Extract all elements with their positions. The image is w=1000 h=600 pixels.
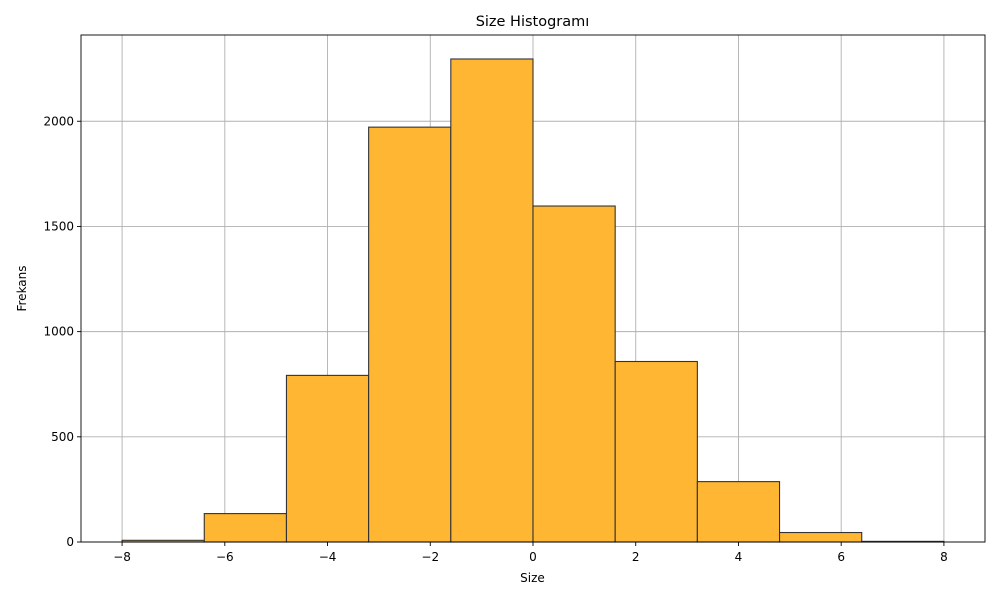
histogram-bar (778, 531, 863, 543)
x-tick-label: 0 (529, 550, 537, 564)
x-axis-ticks: −8 −6 −4 −2 0 2 4 6 8 (113, 542, 948, 564)
x-tick-label: 6 (837, 550, 845, 564)
x-tick-label: 2 (632, 550, 640, 564)
histogram-bar (696, 481, 781, 543)
y-tick-label: 500 (51, 430, 74, 444)
histogram-bar (450, 58, 534, 543)
histogram-bar (532, 205, 616, 543)
histogram-bar (368, 126, 452, 543)
x-tick-label: −8 (113, 550, 131, 564)
x-tick-label: 8 (940, 550, 948, 564)
y-tick-label: 2000 (43, 114, 74, 128)
y-axis-ticks: 0 500 1000 1500 2000 (43, 114, 81, 549)
histogram-bar (614, 360, 698, 543)
y-tick-label: 0 (66, 535, 74, 549)
x-tick-label: −4 (319, 550, 337, 564)
y-tick-label: 1000 (43, 325, 74, 339)
y-axis-label: Frekans (15, 265, 29, 311)
histogram-bar (203, 513, 288, 543)
x-axis-label: Size (520, 571, 545, 585)
histogram-bars (121, 58, 945, 543)
y-tick-label: 1500 (43, 219, 74, 233)
histogram-bar (285, 374, 370, 543)
x-tick-label: −2 (421, 550, 439, 564)
x-tick-label: 4 (735, 550, 743, 564)
chart-title: Size Histogramı (476, 14, 590, 30)
x-tick-label: −6 (216, 550, 234, 564)
